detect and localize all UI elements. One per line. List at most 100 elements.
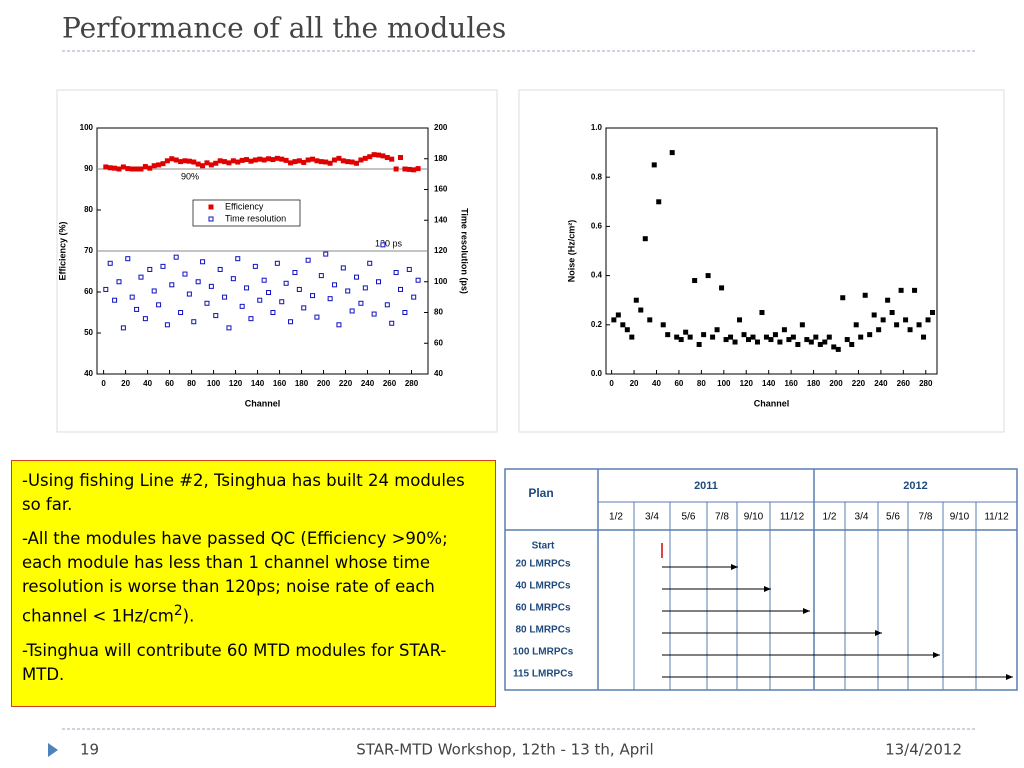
point [930, 310, 936, 315]
point [371, 311, 377, 317]
point [345, 159, 351, 165]
y-tick-label: 0.0 [591, 369, 603, 378]
point [279, 299, 285, 305]
x-tick-label: 240 [361, 379, 375, 388]
point [737, 317, 743, 323]
point [894, 322, 900, 328]
point [763, 334, 769, 340]
x-tick-label: 0 [101, 379, 106, 388]
point [288, 160, 294, 166]
point [318, 159, 324, 165]
y-tick-label: 0.4 [591, 271, 603, 280]
point [120, 325, 126, 331]
point [248, 316, 254, 322]
point [186, 291, 192, 297]
x-axis-label: Channel [754, 398, 790, 408]
point [283, 157, 289, 163]
note-text: -All the modules have passed QC (Efficie… [22, 529, 448, 626]
row-label: 20 LMRPCs [515, 559, 570, 570]
legend-box [192, 199, 301, 227]
point [354, 160, 360, 166]
x-tick-label: 260 [383, 379, 397, 388]
point [415, 166, 421, 172]
y2-axis-label: Time resolution (ps) [460, 208, 470, 294]
point [660, 322, 666, 328]
point [314, 314, 320, 320]
x-tick-label: 180 [807, 379, 821, 388]
row-label: 100 LMRPCs [513, 647, 574, 658]
point [398, 286, 404, 292]
point [349, 308, 355, 314]
point [732, 339, 738, 345]
legend-label: Efficiency [225, 201, 264, 211]
point [107, 165, 113, 171]
row-label: 60 LMRPCs [515, 603, 570, 614]
x-tick-label: 200 [317, 379, 331, 388]
point [103, 164, 109, 170]
point [151, 163, 157, 169]
point [786, 337, 792, 343]
point [142, 316, 148, 322]
point [398, 155, 404, 161]
footer-event: STAR-MTD Workshop, 12th - 13 th, April [356, 741, 653, 759]
point [204, 160, 210, 166]
point [134, 306, 140, 312]
x-tick-label: 220 [852, 379, 866, 388]
point [142, 164, 148, 170]
point [804, 337, 810, 343]
point [169, 156, 175, 162]
y-tick-label: 70 [84, 246, 93, 255]
point [656, 199, 662, 205]
point [239, 303, 245, 309]
year-header: 2012 [903, 480, 927, 492]
y2-tick-label: 80 [434, 308, 443, 317]
footer-date: 13/4/2012 [885, 741, 962, 759]
point [376, 279, 382, 285]
month-header: 11/12 [780, 512, 805, 523]
x-tick-label: 260 [897, 379, 911, 388]
y-tick-label: 90 [84, 164, 93, 173]
point [912, 287, 918, 293]
point [389, 156, 395, 162]
point [112, 165, 118, 171]
point [615, 312, 621, 318]
point [367, 260, 373, 266]
point [745, 337, 751, 343]
point [808, 339, 814, 345]
point [186, 158, 192, 164]
point [310, 156, 316, 162]
y-tick-label: 0.2 [591, 320, 603, 329]
point [799, 322, 805, 328]
point [195, 279, 201, 285]
x-tick-label: 200 [829, 379, 843, 388]
point [147, 165, 153, 171]
point [200, 259, 206, 265]
point [305, 257, 311, 263]
point [389, 320, 395, 326]
point [266, 156, 272, 162]
point [411, 294, 417, 300]
x-tick-label: 240 [874, 379, 888, 388]
point [687, 334, 693, 340]
x-tick-label: 80 [187, 379, 196, 388]
point [907, 327, 913, 333]
point [620, 322, 626, 328]
y-axis-label: Efficiency (%) [57, 221, 67, 280]
point [301, 305, 307, 311]
point [230, 158, 236, 164]
point [402, 166, 408, 172]
point [292, 270, 298, 276]
point [116, 166, 122, 172]
point [393, 166, 399, 172]
plan-table: Plan 2011 1/2 3/4 5/6 7/8 9/10 11/12 2012 1/2 3/4 5… [504, 468, 1018, 691]
row-label: 40 LMRPCs [515, 581, 570, 592]
point [204, 300, 210, 306]
point [327, 296, 333, 302]
point [310, 293, 316, 299]
point [103, 286, 109, 292]
x-tick-label: 280 [405, 379, 419, 388]
point [213, 313, 219, 319]
month-header: 9/10 [950, 512, 970, 523]
point [235, 159, 241, 165]
point [222, 159, 228, 165]
